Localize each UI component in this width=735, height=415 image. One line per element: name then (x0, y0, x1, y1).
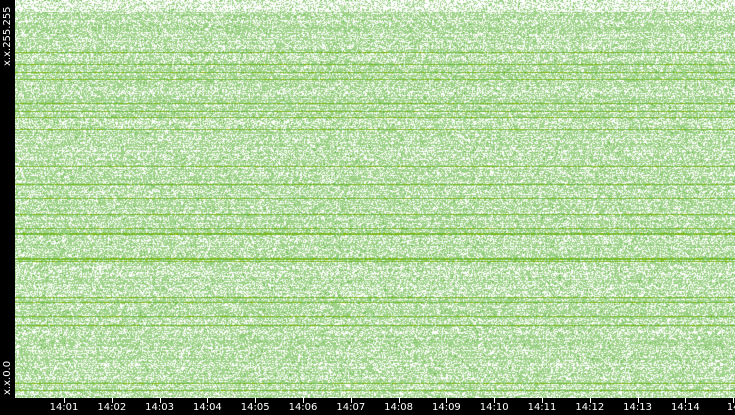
x-tick (589, 398, 591, 403)
x-tick (446, 398, 448, 403)
x-tick (542, 398, 543, 403)
x-tick-label: 14:01 (49, 402, 79, 413)
x-tick-label: 14:11 (527, 402, 557, 413)
x-tick-label: 14:07 (336, 402, 366, 413)
x-tick (398, 398, 400, 403)
x-tick (685, 398, 687, 403)
x-tick (64, 398, 65, 403)
x-tick-label: 14:08 (384, 402, 414, 413)
x-tick (111, 398, 113, 403)
x-tick (255, 398, 257, 403)
x-tick-label: 14:10 (479, 402, 509, 413)
x-tick-label: 14:05 (240, 402, 270, 413)
heatmap-cells (15, 0, 735, 398)
x-tick (207, 398, 209, 403)
x-tick-label: 14:12 (575, 402, 605, 413)
y-tick-label-top: x.x.255.255 (2, 6, 13, 66)
x-tick (350, 398, 352, 403)
x-tick-label: 14 (726, 402, 735, 413)
x-tick (733, 398, 735, 403)
x-tick-label: 14:06 (288, 402, 318, 413)
x-tick-label: 14:03 (145, 402, 175, 413)
x-tick (303, 398, 304, 403)
x-tick (637, 398, 639, 403)
x-axis: 14:01 14:02 14:03 14:04 14:05 14:06 14:07 14:08… (0, 398, 735, 415)
x-tick-label: 14:14 (670, 402, 700, 413)
x-tick-label: 14:02 (97, 402, 127, 413)
x-tick (494, 398, 496, 403)
x-tick-label: 14:13 (623, 402, 653, 413)
x-tick-label: 14:09 (431, 402, 461, 413)
heatmap-plot-area (15, 0, 735, 398)
x-tick (159, 398, 161, 403)
x-tick-label: 14:04 (192, 402, 222, 413)
y-tick-label-bottom: x.x.0.0 (2, 360, 13, 395)
